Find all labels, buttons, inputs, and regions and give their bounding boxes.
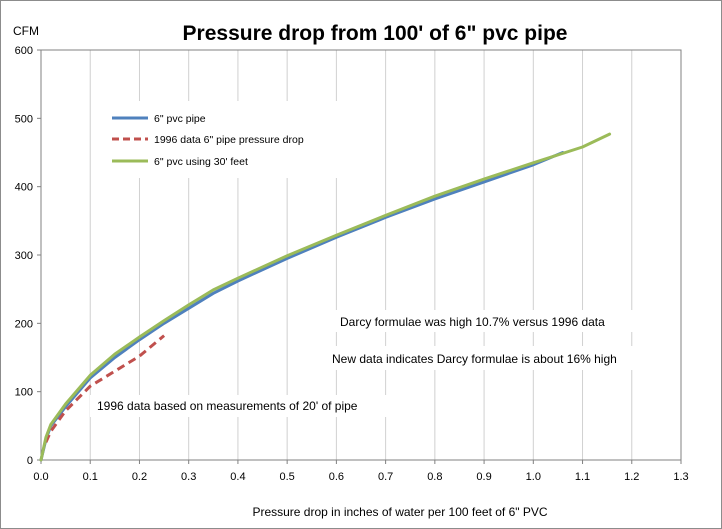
legend-label-pvc-30-feet: 6" pvc using 30' feet — [154, 156, 248, 168]
y-tick-label: 500 — [15, 113, 33, 125]
legend-background — [102, 101, 338, 178]
legend: 6" pvc pipe 1996 data 6" pipe pressure d… — [102, 101, 338, 178]
x-tick-label: 0.7 — [378, 471, 393, 483]
x-tick-label: 1.1 — [575, 471, 590, 483]
x-tick-label: 1.3 — [673, 471, 688, 483]
annotation-darcy-high: Darcy formulae was high 10.7% versus 199… — [328, 310, 656, 332]
y-tick-label: 200 — [15, 318, 33, 330]
series-line-1 — [44, 334, 166, 443]
x-tick-label: 1.2 — [624, 471, 639, 483]
annotation-background — [328, 346, 656, 370]
annotation-text: Darcy formulae was high 10.7% versus 199… — [340, 315, 605, 329]
plot-area-border — [40, 49, 682, 461]
annotation-background — [328, 310, 656, 332]
annotation-background — [90, 395, 394, 417]
annotation-text: New data indicates Darcy formulae is abo… — [332, 352, 617, 366]
x-tick-label: 0.5 — [280, 471, 295, 483]
x-tick-label: 0.2 — [132, 471, 147, 483]
y-tick-label: 0 — [27, 455, 33, 467]
y-axis-label: CFM — [13, 24, 39, 38]
x-tick-label: 0.6 — [329, 471, 344, 483]
annotation-1996-measurements: 1996 data based on measurements of 20' o… — [90, 395, 394, 417]
x-tick-label: 0.0 — [33, 471, 48, 483]
x-tick-label: 1.0 — [526, 471, 541, 483]
y-tick-label: 300 — [15, 250, 33, 262]
x-tick-label: 0.8 — [427, 471, 442, 483]
legend-label-pvc-pipe: 6" pvc pipe — [154, 113, 206, 125]
x-tick-label: 0.1 — [83, 471, 98, 483]
series-layer — [39, 132, 612, 462]
chart-title: Pressure drop from 100' of 6" pvc pipe — [183, 22, 568, 45]
legend-label-1996-data: 1996 data 6" pipe pressure drop — [154, 134, 304, 146]
x-tick-label: 0.9 — [476, 471, 491, 483]
y-tick-label: 400 — [15, 182, 33, 194]
y-tick-label: 100 — [15, 387, 33, 399]
x-axis-label: Pressure drop in inches of water per 100… — [252, 505, 547, 519]
y-tick-label: 600 — [15, 45, 33, 57]
series-line-2 — [39, 132, 612, 462]
x-tick-label: 0.3 — [181, 471, 196, 483]
annotation-text: 1996 data based on measurements of 20' o… — [97, 399, 358, 413]
axis-layer: 0.0 0.1 0.2 0.3 0.4 0.5 0.6 0.7 0.8 0.9 1.0 1.1 1.2 1… — [15, 45, 689, 483]
annotation-darcy-new-data: New data indicates Darcy formulae is abo… — [328, 346, 656, 370]
x-tick-label: 0.4 — [230, 471, 245, 483]
